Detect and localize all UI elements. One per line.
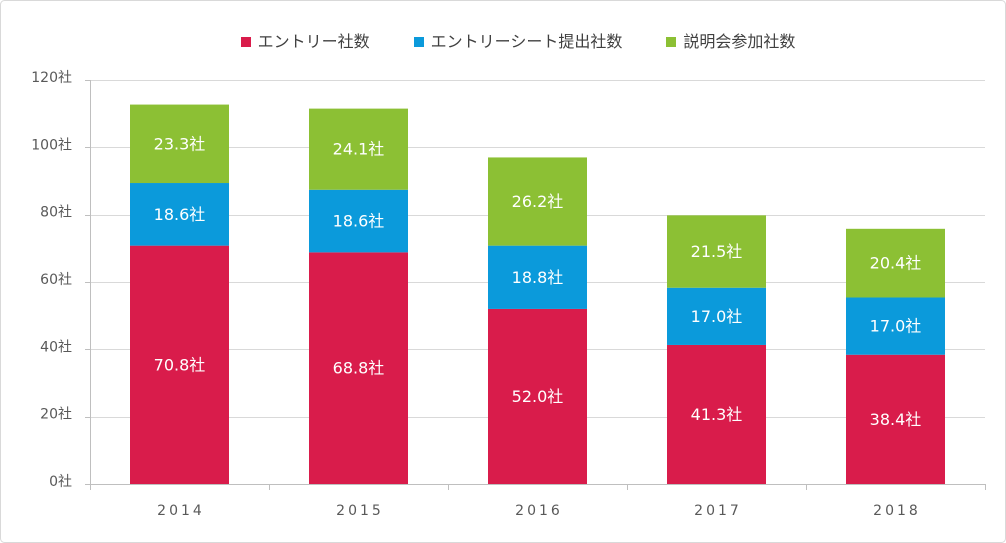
bar-info-sessions-2016 <box>488 157 587 246</box>
bar-entries-2018 <box>846 354 945 484</box>
data-label-info-sessions-2018: 20.4社 <box>870 254 922 273</box>
data-label-entry-sheets-2017: 17.0社 <box>691 307 743 326</box>
x-tick-label-2016: 2016 <box>515 503 563 519</box>
y-tick-label: 120社 <box>31 70 72 86</box>
bar-entry-sheets-2014 <box>130 183 229 246</box>
data-label-entry-sheets-2018: 17.0社 <box>870 317 922 336</box>
legend-label-info-sessions: 説明会参加社数 <box>683 32 796 51</box>
x-tick-label-2014: 2014 <box>157 503 205 519</box>
bar-entry-sheets-2015 <box>309 189 408 253</box>
bar-entries-2014 <box>130 245 229 484</box>
legend-swatch-info-sessions <box>666 37 677 47</box>
bar-entries-2017 <box>667 344 766 484</box>
y-tick-label: 100社 <box>31 137 72 153</box>
bar-info-sessions-2014 <box>130 104 229 184</box>
data-label-info-sessions-2017: 21.5社 <box>691 242 743 261</box>
x-tick-label-2015: 2015 <box>336 503 384 519</box>
x-tick-labels: 2014 2015 2016 2017 2018 <box>157 503 921 519</box>
y-tick-label: 20社 <box>40 407 72 423</box>
bar-entry-sheets-2018 <box>846 297 945 355</box>
legend-item-entries: エントリー社数 <box>240 31 370 53</box>
data-label-entries-2014: 70.8社 <box>154 355 206 374</box>
data-label-entry-sheets-2015: 18.6社 <box>333 212 385 231</box>
x-tick-label-2018: 2018 <box>873 503 921 519</box>
bar-entry-sheets-2016 <box>488 245 587 309</box>
data-label-info-sessions-2014: 23.3社 <box>154 134 206 153</box>
bar-entries-2015 <box>309 252 408 484</box>
data-label-entry-sheets-2014: 18.6社 <box>154 205 206 224</box>
axes <box>85 80 986 490</box>
data-label-entries-2015: 68.8社 <box>333 359 385 378</box>
bar-entry-sheets-2017 <box>667 287 766 345</box>
legend-label-entry-sheets: エントリーシート提出社数 <box>430 32 623 51</box>
y-tick-label: 60社 <box>40 272 72 288</box>
legend-label-entries: エントリー社数 <box>257 32 370 51</box>
y-tick-labels: 0社 20社 40社 60社 80社 100社 120社 <box>31 70 72 490</box>
data-label-info-sessions-2015: 24.1社 <box>333 140 385 159</box>
y-tick-label: 0社 <box>49 474 72 490</box>
bar-entries-2016 <box>488 308 587 484</box>
bar-info-sessions-2018 <box>846 228 945 298</box>
data-labels: 70.8社 18.6社 23.3社 68.8社 18.6社 24.1社 52.0社 18.8社… <box>154 134 922 429</box>
data-label-entries-2016: 52.0社 <box>512 387 564 406</box>
data-label-entries-2017: 41.3社 <box>691 405 743 424</box>
legend: エントリー社数 エントリーシート提出社数 説明会参加社数 <box>0 31 1006 53</box>
bars <box>130 104 945 484</box>
bar-info-sessions-2015 <box>309 108 408 190</box>
y-tick-label: 40社 <box>40 339 72 355</box>
data-label-entries-2018: 38.4社 <box>870 410 922 429</box>
legend-swatch-entry-sheets <box>413 37 424 47</box>
legend-swatch-entries <box>240 37 251 47</box>
y-tick-label: 80社 <box>40 205 72 221</box>
x-tick-label-2017: 2017 <box>694 503 742 519</box>
bar-info-sessions-2017 <box>667 215 766 288</box>
legend-item-entry-sheets: エントリーシート提出社数 <box>413 31 623 53</box>
legend-item-info-sessions: 説明会参加社数 <box>666 31 795 53</box>
data-label-entry-sheets-2016: 18.8社 <box>512 268 564 287</box>
data-label-info-sessions-2016: 26.2社 <box>512 192 564 211</box>
